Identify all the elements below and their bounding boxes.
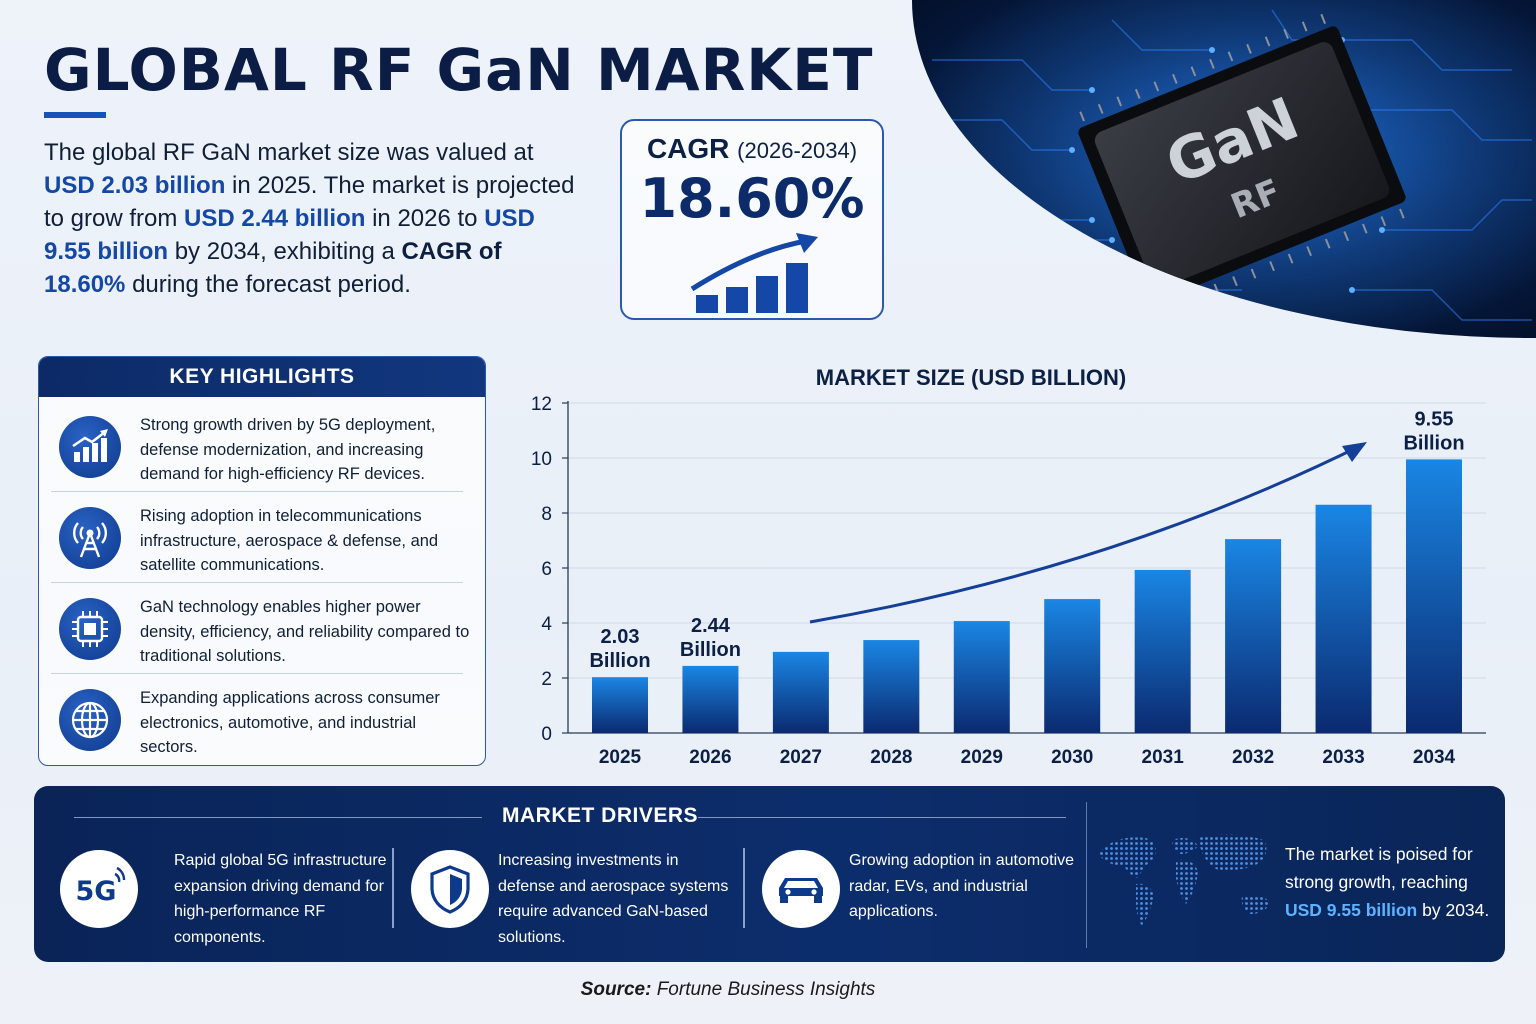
trend-arrow: [809, 442, 1365, 624]
bar-2030: [1044, 599, 1101, 733]
x-tick-label: 2026: [689, 747, 731, 768]
highlight-item: Rising adoption in telecommunications in…: [51, 493, 473, 583]
data-label-unit: Billion: [680, 639, 741, 661]
y-tick-label: 2: [541, 669, 552, 690]
y-tick-label: 0: [541, 724, 552, 745]
key-highlights-title: KEY HIGHLIGHTS: [39, 357, 485, 397]
title-underline: [44, 112, 106, 118]
market-size-bar-chart: MARKET SIZE (USD BILLION) 0 2 4 6 8 10 12 2025…: [531, 365, 1486, 768]
y-tick-label: 6: [541, 559, 552, 580]
bar-2034: [1406, 459, 1462, 733]
data-label-value: 2.44: [691, 615, 731, 637]
svg-text:5G: 5G: [76, 876, 117, 907]
growth-chart-icon: [59, 416, 121, 478]
world-map-icon: [1098, 834, 1270, 926]
y-tick-label: 8: [541, 504, 552, 525]
data-label-unit: Billion: [1403, 432, 1464, 454]
growth-arrow-icon: [690, 233, 818, 313]
bar-2028: [863, 640, 920, 733]
x-tick-label: 2030: [1051, 747, 1093, 768]
x-tick-label: 2031: [1142, 747, 1185, 768]
key-highlights-panel: KEY HIGHLIGHTS Strong growth driven by 5…: [38, 356, 486, 766]
highlight-item: Strong growth driven by 5G deployment, d…: [51, 402, 473, 492]
bar-2031: [1134, 569, 1191, 733]
bar-2027: [772, 651, 829, 733]
5g-icon: 5G: [60, 850, 138, 928]
bar-2032: [1225, 539, 1282, 733]
x-tick-label: 2034: [1413, 747, 1456, 768]
market-drivers-panel: MARKET DRIVERS 5G Rapid global 5G infras…: [34, 786, 1505, 962]
trend-arrowhead: [1342, 442, 1367, 462]
driver-item: Growing adoption in automotive radar, EV…: [762, 848, 1092, 934]
bar-2026: [682, 665, 739, 733]
bar-2025: [592, 677, 648, 733]
shield-icon: [411, 850, 489, 928]
cagr-card: CAGR (2026-2034) 18.60%: [620, 119, 884, 320]
bar-2033: [1315, 504, 1372, 733]
highlight-item: GaN technology enables higher power dens…: [51, 584, 473, 674]
car-icon: [762, 850, 840, 928]
cagr-value: 18.60%: [639, 167, 865, 230]
market-drivers-title: MARKET DRIVERS: [502, 804, 699, 827]
x-tick-label: 2027: [780, 747, 822, 768]
y-tick-label: 4: [541, 614, 552, 635]
driver-item: Increasing investments in defense and ae…: [411, 848, 741, 946]
cagr-label: CAGR (2026-2034): [646, 133, 858, 164]
chip-icon: [59, 598, 121, 660]
source-note: Source: Fortune Business Insights: [580, 979, 876, 1000]
x-tick-label: 2033: [1322, 747, 1364, 768]
y-tick-label: 10: [531, 449, 552, 470]
highlight-item: Expanding applications across consumer e…: [51, 675, 473, 765]
driver-item: 5G Rapid global 5G infrastructure expans…: [60, 848, 390, 946]
data-label-value: 2.03: [601, 626, 640, 648]
intro-paragraph: The global RF GaN market size was valued…: [44, 139, 575, 298]
market-summary-text: The market is poised for strong growth, …: [1285, 844, 1490, 920]
chart-title: MARKET SIZE (USD BILLION): [816, 365, 1126, 390]
x-tick-label: 2028: [870, 747, 912, 768]
gan-chip-image: GaN RF: [912, 0, 1536, 338]
bar-2029: [953, 621, 1010, 733]
antenna-tower-icon: [59, 507, 121, 569]
globe-icon: [59, 689, 121, 751]
data-label-value: 9.55: [1415, 408, 1454, 430]
y-tick-label: 12: [531, 394, 552, 415]
data-label-unit: Billion: [589, 650, 650, 672]
page-title: GLOBAL RF GaN MARKET: [44, 36, 874, 104]
x-tick-label: 2025: [599, 747, 642, 768]
x-tick-label: 2029: [961, 747, 1003, 768]
x-tick-label: 2032: [1232, 747, 1274, 768]
